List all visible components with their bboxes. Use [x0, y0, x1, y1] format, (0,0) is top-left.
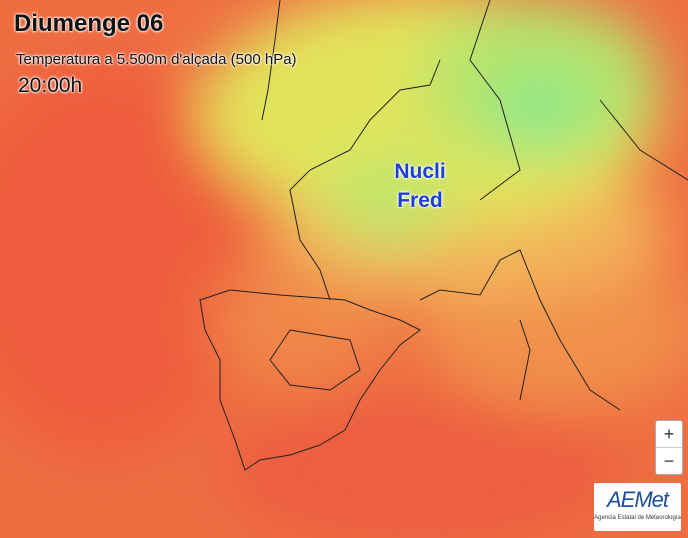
logo-name: AEMet [606, 487, 669, 512]
title: Diumenge 06 [14, 10, 164, 37]
logo-caption: Agencia Estatal de Meteorología [594, 515, 681, 521]
subtitle: Temperatura a 5.500m d'alçada (500 hPa) [16, 51, 297, 68]
zoom-out[interactable]: − [663, 451, 675, 471]
annotation: Nucli [394, 160, 446, 183]
time: 20:00h [18, 74, 83, 97]
annotation: Fred [397, 189, 443, 212]
zoom-in[interactable]: + [656, 421, 682, 448]
logo: AEMet Agencia Estatal de Meteorología [594, 483, 681, 531]
coastlines [199, 0, 688, 471]
zoom-control: + − [655, 420, 683, 475]
